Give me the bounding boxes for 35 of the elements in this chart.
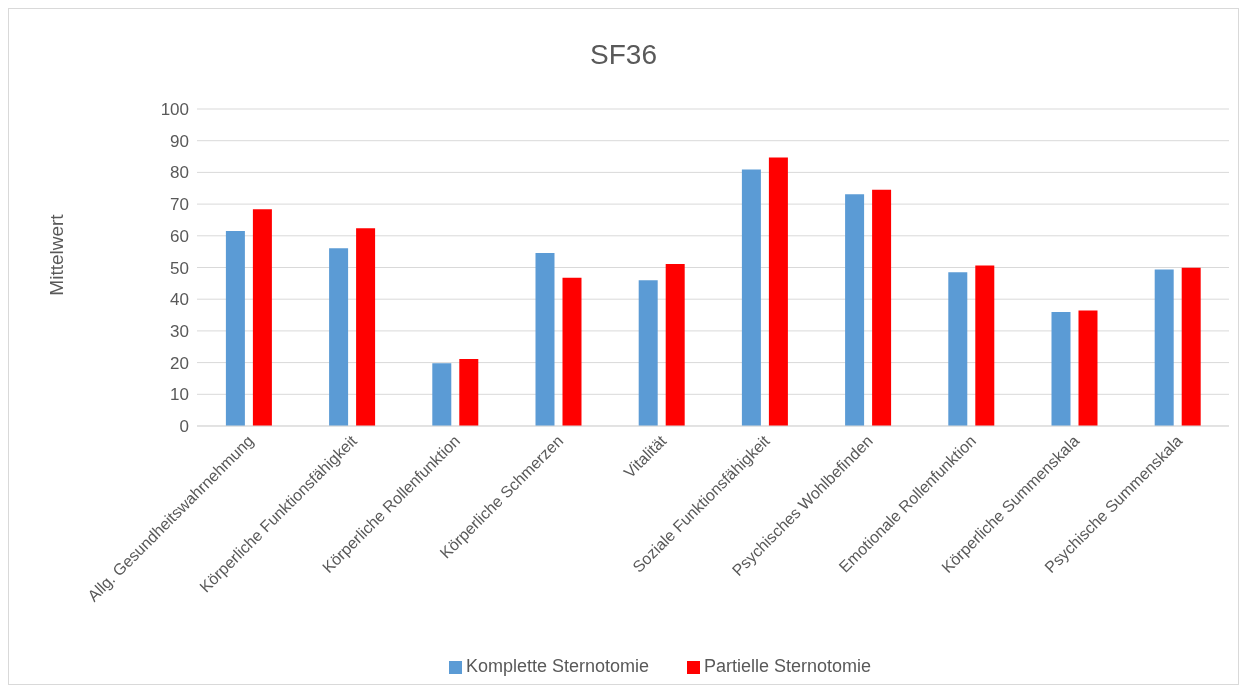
bar bbox=[741, 169, 761, 426]
bar bbox=[459, 359, 479, 426]
bar bbox=[845, 194, 865, 426]
bar bbox=[225, 231, 245, 426]
bar bbox=[1078, 310, 1098, 426]
y-tick-label: 0 bbox=[179, 417, 189, 437]
y-tick-label: 10 bbox=[170, 385, 189, 405]
y-tick-label: 100 bbox=[160, 100, 189, 120]
legend-label: Partielle Sternotomie bbox=[704, 656, 872, 676]
bar bbox=[1154, 269, 1174, 426]
y-tick-label: 90 bbox=[170, 131, 189, 151]
bar bbox=[665, 264, 685, 426]
y-axis-title: Mittelwert bbox=[46, 213, 68, 298]
bar bbox=[535, 252, 555, 426]
y-tick-label: 70 bbox=[170, 195, 189, 215]
bar bbox=[638, 280, 658, 426]
y-tick-label: 30 bbox=[170, 321, 189, 341]
y-tick-label: 80 bbox=[170, 163, 189, 183]
y-tick-label: 20 bbox=[170, 353, 189, 373]
bar bbox=[1051, 311, 1071, 426]
bar bbox=[432, 363, 452, 426]
y-tick-label: 40 bbox=[170, 290, 189, 310]
bar bbox=[872, 189, 892, 426]
bar bbox=[948, 272, 968, 426]
chart-title: SF36 bbox=[589, 39, 658, 71]
bar bbox=[768, 157, 788, 426]
y-tick-label: 60 bbox=[170, 226, 189, 246]
legend-label: Komplette Sternotomie bbox=[465, 656, 649, 676]
bar bbox=[1181, 267, 1201, 426]
bar bbox=[329, 248, 349, 426]
bar bbox=[252, 209, 272, 426]
bar bbox=[975, 265, 995, 426]
bar bbox=[356, 228, 376, 426]
bar bbox=[562, 277, 582, 426]
y-tick-label: 50 bbox=[170, 258, 189, 278]
